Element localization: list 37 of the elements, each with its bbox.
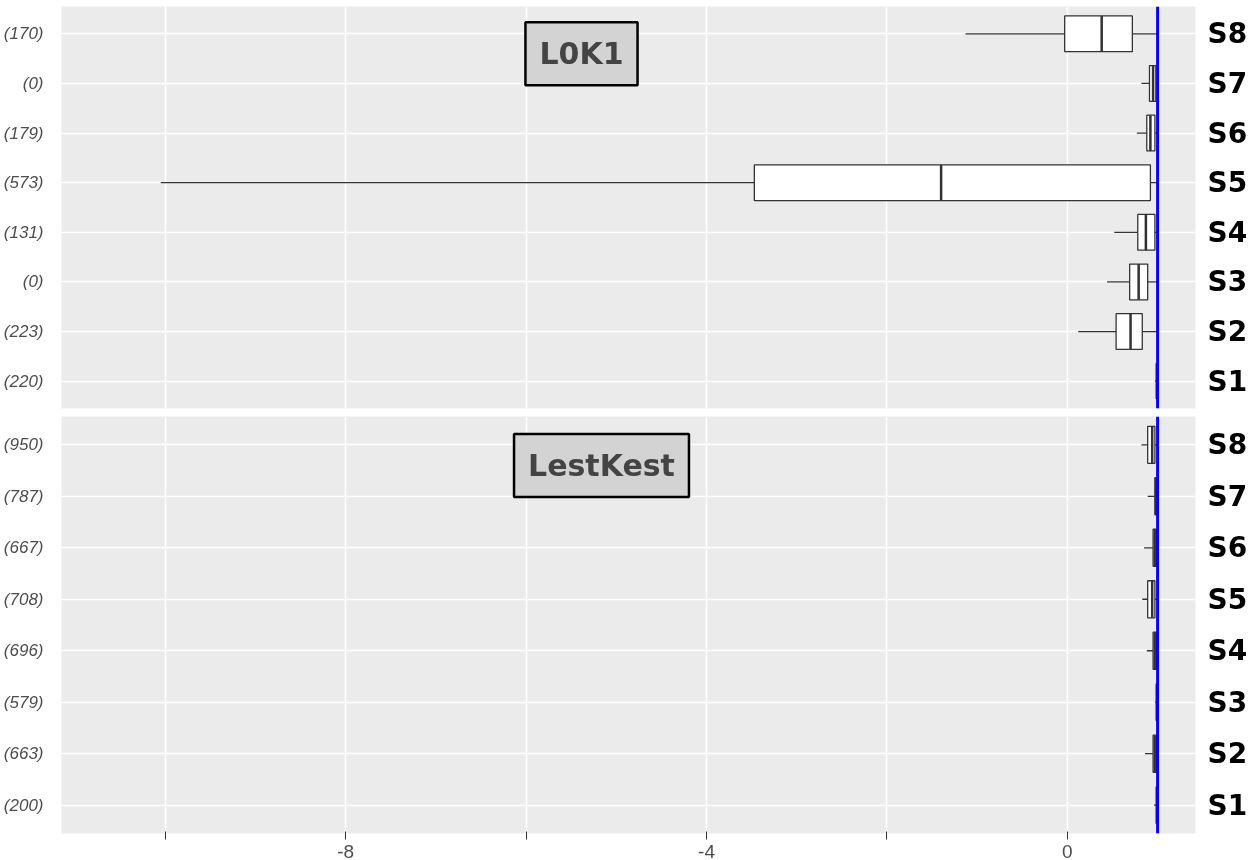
y2-tick-label: S5 xyxy=(1207,166,1248,200)
y2-tick-label: S6 xyxy=(1207,531,1248,565)
y2-tick-label: S8 xyxy=(1207,17,1248,51)
y2-tick-label: S8 xyxy=(1207,428,1248,462)
y2-tick-label: S2 xyxy=(1207,315,1248,349)
text: L0K1 xyxy=(539,36,624,72)
y-tick-label: (573) xyxy=(3,173,44,193)
y2-tick-label: S4 xyxy=(1207,215,1248,249)
y2-tick-label: S2 xyxy=(1207,737,1248,771)
y-tick-label: (696) xyxy=(3,641,44,661)
y2-tick-label: S3 xyxy=(1207,265,1248,299)
y-tick-label: (223) xyxy=(3,322,44,342)
y-tick-label: (787) xyxy=(3,486,44,506)
y2-tick-label: S4 xyxy=(1207,634,1248,668)
y-tick-label: (667) xyxy=(3,538,44,558)
y2-tick-label: S1 xyxy=(1207,788,1248,822)
y-tick-label: (179) xyxy=(3,123,44,143)
x-tick-label: 0 xyxy=(1062,840,1073,860)
y2-tick-label: S7 xyxy=(1207,479,1248,513)
y-tick-label: (663) xyxy=(3,744,44,764)
y-tick-label: (708) xyxy=(3,589,44,609)
y-tick-label: (0) xyxy=(22,73,44,93)
y2-tick-label: S5 xyxy=(1207,582,1248,616)
y-tick-label: (170) xyxy=(3,24,44,44)
y-tick-label: (579) xyxy=(3,692,44,712)
y2-tick-label: S3 xyxy=(1207,685,1248,719)
y-tick-label: (950) xyxy=(3,435,44,455)
y-tick-label: (200) xyxy=(3,795,44,815)
text: LestKest xyxy=(528,447,675,483)
x-tick-label: -8 xyxy=(337,840,355,860)
y-tick-label: (0) xyxy=(22,272,44,292)
x-tick-label: -4 xyxy=(698,840,716,860)
y2-tick-label: S6 xyxy=(1207,116,1248,150)
y-tick-label: (220) xyxy=(3,371,44,391)
y2-tick-label: S7 xyxy=(1207,66,1248,100)
y2-tick-label: S1 xyxy=(1207,364,1248,398)
y-tick-label: (131) xyxy=(3,222,44,242)
